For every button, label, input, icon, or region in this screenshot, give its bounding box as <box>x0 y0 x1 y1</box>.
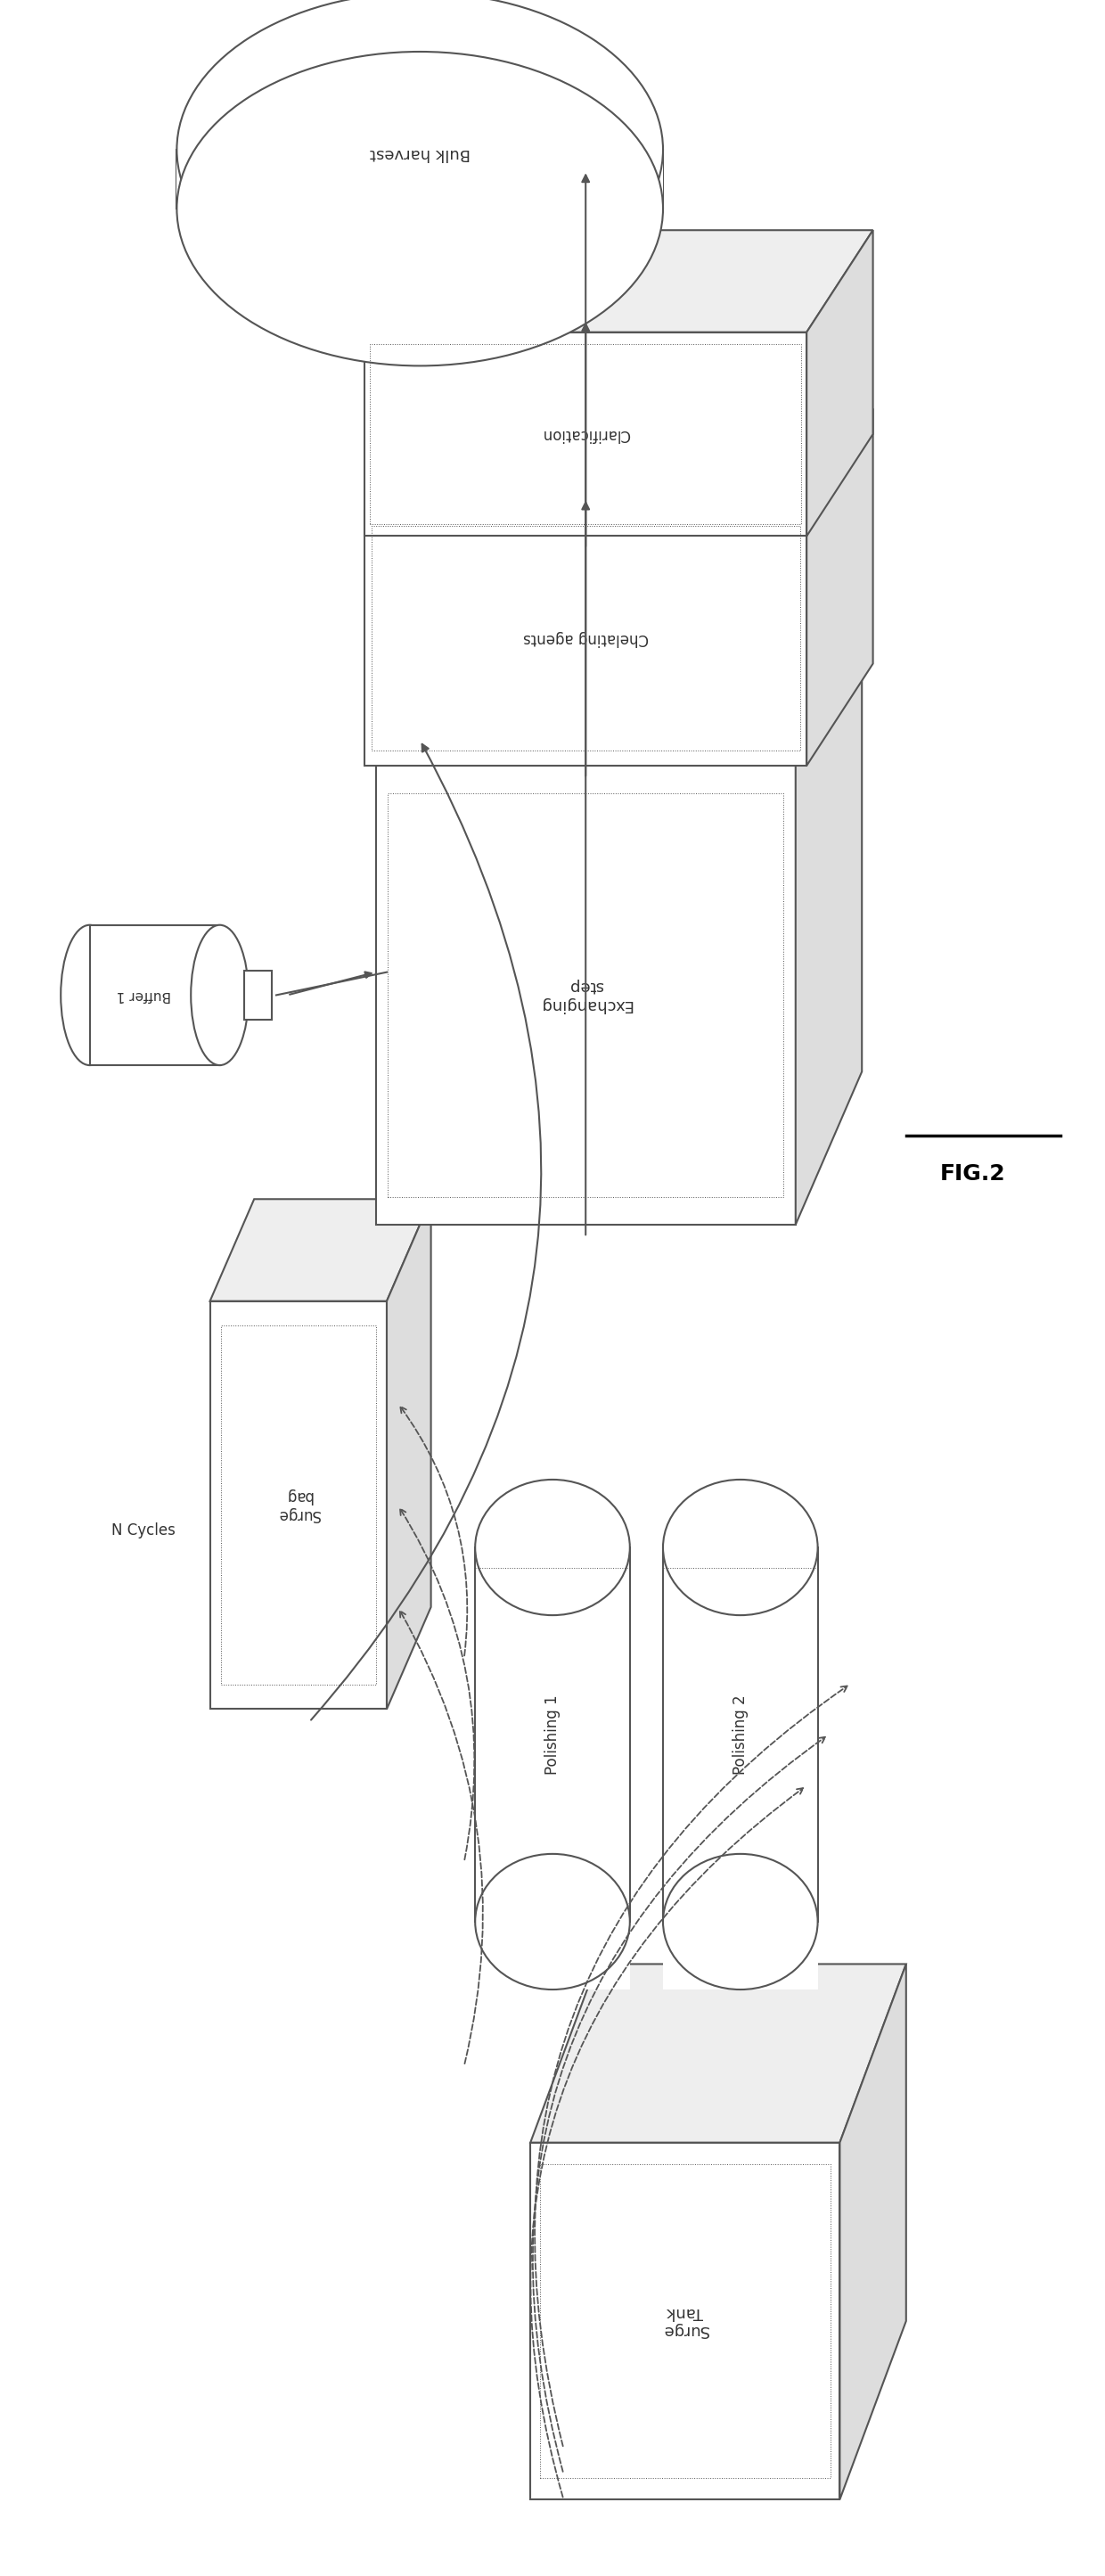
Polygon shape <box>376 765 796 1224</box>
Polygon shape <box>365 410 873 510</box>
Ellipse shape <box>475 1479 630 1615</box>
Text: Surge
Tank: Surge Tank <box>662 2303 708 2339</box>
Polygon shape <box>177 149 663 209</box>
Ellipse shape <box>475 1855 630 1989</box>
Polygon shape <box>807 229 873 536</box>
Polygon shape <box>210 1198 431 1301</box>
Polygon shape <box>177 149 663 307</box>
Text: Polishing 2: Polishing 2 <box>733 1695 748 1775</box>
Text: Buffer 1: Buffer 1 <box>116 989 171 1002</box>
Ellipse shape <box>177 0 663 307</box>
Ellipse shape <box>663 1855 818 1989</box>
Polygon shape <box>807 410 873 765</box>
Text: N Cycles: N Cycles <box>112 1522 176 1538</box>
Polygon shape <box>90 925 220 1066</box>
Text: Polishing 1: Polishing 1 <box>545 1695 560 1775</box>
Polygon shape <box>840 1963 906 2499</box>
Polygon shape <box>210 1301 387 1708</box>
Polygon shape <box>663 1922 818 1989</box>
Ellipse shape <box>177 52 663 366</box>
Text: Clarification: Clarification <box>541 425 630 443</box>
Ellipse shape <box>191 925 249 1066</box>
Polygon shape <box>530 1963 906 2143</box>
Polygon shape <box>376 613 862 765</box>
Text: FIG.2: FIG.2 <box>939 1162 1006 1185</box>
Polygon shape <box>475 1922 630 1989</box>
Polygon shape <box>244 971 272 1020</box>
Polygon shape <box>365 510 807 765</box>
Polygon shape <box>796 613 862 1224</box>
Polygon shape <box>387 1198 431 1708</box>
Ellipse shape <box>61 925 118 1066</box>
Polygon shape <box>530 2143 840 2499</box>
Ellipse shape <box>663 1479 818 1615</box>
Polygon shape <box>365 332 807 536</box>
Polygon shape <box>365 229 873 332</box>
Text: Chelating agents: Chelating agents <box>523 631 649 647</box>
Text: Surge
bag: Surge bag <box>276 1489 320 1522</box>
Text: Exchanging
step: Exchanging step <box>539 979 632 1012</box>
Text: Bulk harvest: Bulk harvest <box>369 147 471 162</box>
Polygon shape <box>475 1548 630 1922</box>
Polygon shape <box>663 1548 818 1922</box>
